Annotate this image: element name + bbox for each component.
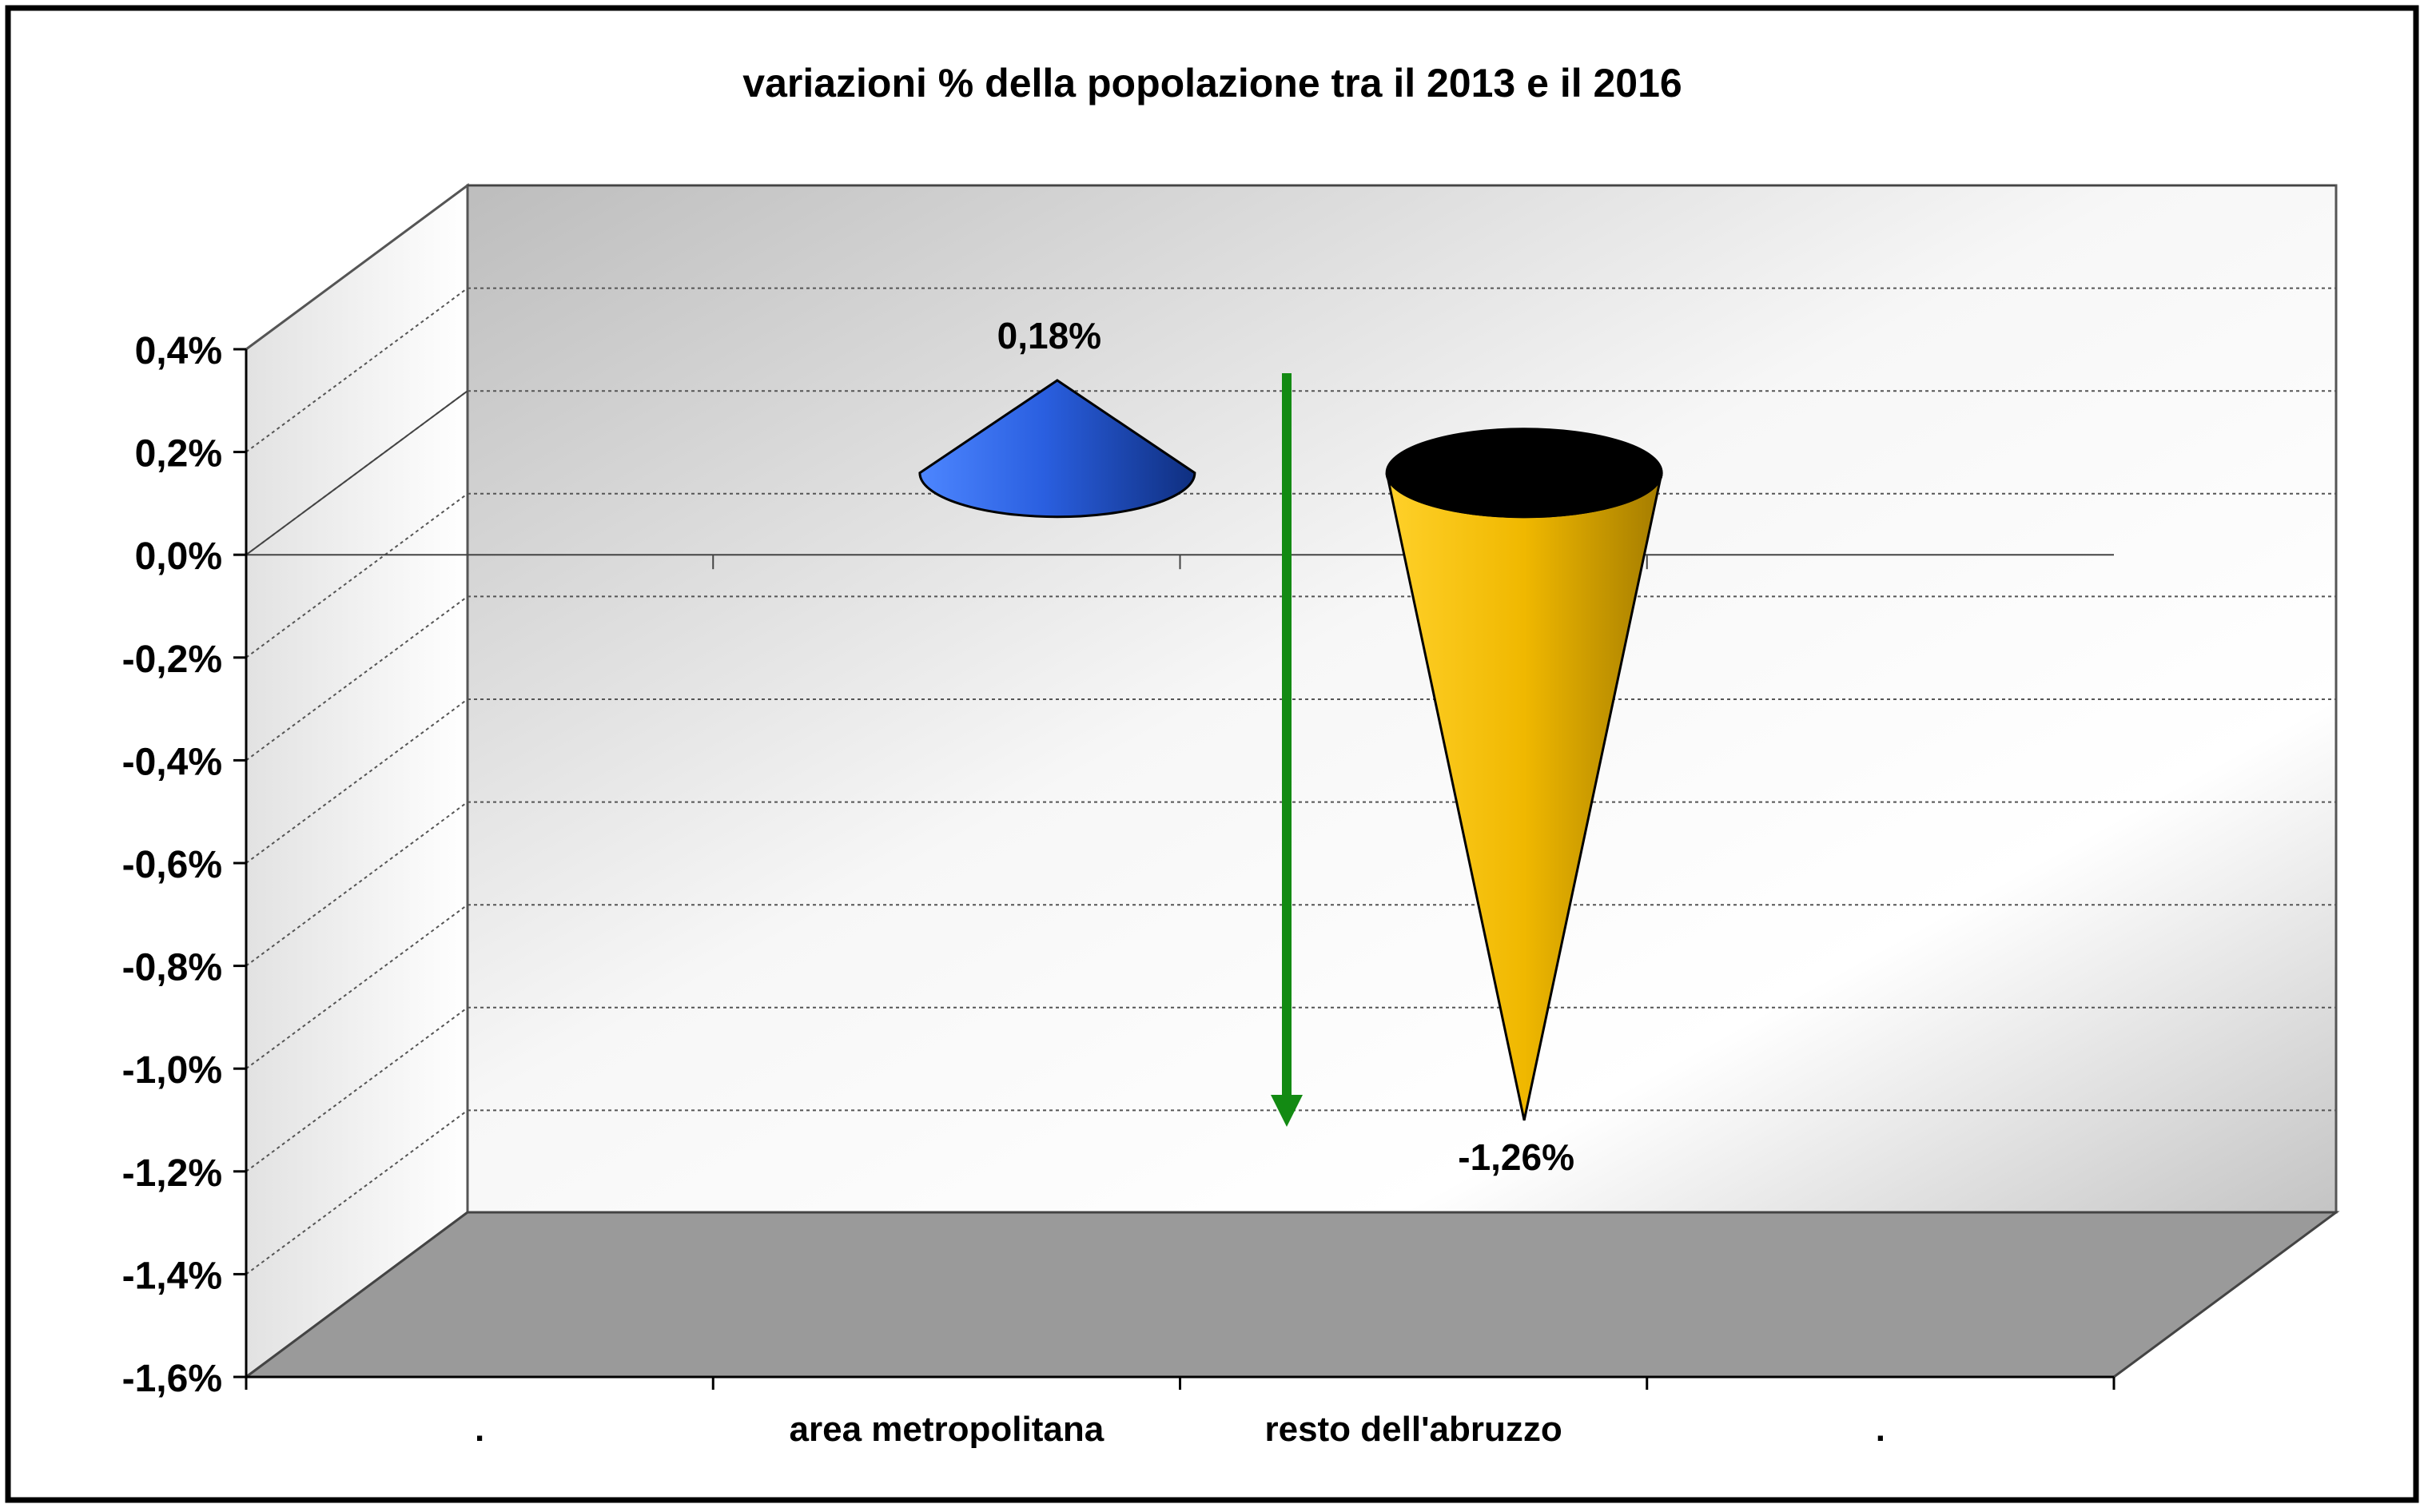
x-tick-label: area metropolitana [790, 1410, 1105, 1449]
data-mark-cone [918, 379, 1196, 519]
x-tick-label: resto dell'abruzzo [1264, 1410, 1562, 1449]
cone-body [918, 379, 1196, 519]
y-axis-ticks: 0,4% 0,2% 0,0% -0,2% -0,4% -0,6% -0,8% -1,0% -1,… [122, 330, 246, 1400]
arrow-head [1271, 1095, 1303, 1127]
y-tick-label: -0,6% [122, 844, 222, 886]
side-gridline [245, 287, 468, 453]
y-tick-label: -1,0% [122, 1049, 222, 1092]
side-gridline [245, 1109, 468, 1275]
data-label: -1,26% [1458, 1136, 1574, 1178]
down-arrow-annotation [1271, 373, 1303, 1127]
y-tick-label: -0,2% [122, 639, 222, 681]
side-wall [245, 183, 469, 1379]
side-gridline [245, 185, 468, 350]
side-gridline [245, 801, 468, 967]
floor [242, 1211, 2340, 1379]
side-gridline [245, 492, 468, 659]
zero-depth-line [245, 390, 468, 556]
x-tick-label: . [475, 1410, 484, 1449]
data-mark-cone [1385, 428, 1663, 1121]
data-label: 0,18% [997, 315, 1101, 356]
plot-area [242, 183, 2340, 1379]
cone-top [1385, 428, 1663, 519]
y-tick-label: -1,6% [122, 1358, 222, 1400]
chart-title: variazioni % della popolazione tra il 20… [742, 61, 1682, 105]
side-gridline [245, 698, 468, 864]
side-gridline [245, 595, 468, 762]
x-axis-ticks: . area metropolitana resto dell'abruzzo. [245, 555, 2116, 1449]
y-tick-label: 0,4% [135, 330, 222, 372]
x-tick-label: . [1876, 1410, 1885, 1449]
side-gridline [245, 1006, 468, 1172]
y-tick-label: -1,2% [122, 1152, 222, 1195]
y-tick-label: -0,4% [122, 741, 222, 783]
side-gridline [245, 904, 468, 1070]
y-tick-label: -1,4% [122, 1255, 222, 1297]
gridlines [245, 185, 2335, 1275]
y-tick-label: -0,8% [122, 947, 222, 989]
data-marks: 0,18% -1,26% [918, 315, 1663, 1178]
y-tick-label: 0,0% [135, 535, 222, 578]
y-tick-label: 0,2% [135, 433, 222, 475]
